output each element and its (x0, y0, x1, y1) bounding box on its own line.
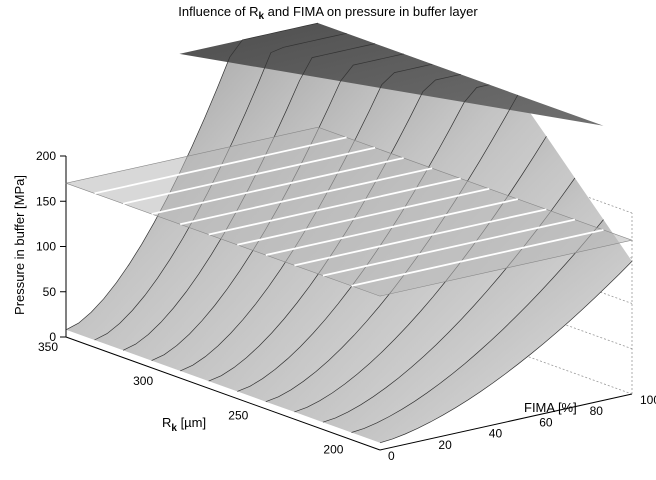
surface-curve (351, 219, 604, 433)
z-tick-label: 150 (36, 194, 56, 208)
plane-line (208, 177, 461, 236)
y-tick-label: 80 (590, 404, 604, 418)
plane-line (322, 218, 576, 277)
plane-surface (64, 126, 634, 297)
z-tick-label: 50 (43, 285, 57, 299)
z-tick-label: 100 (36, 240, 56, 254)
surface-strip (237, 84, 518, 402)
z-tick-label: 200 (36, 149, 56, 163)
plane-line (237, 187, 490, 246)
y-tick-label: 40 (489, 427, 503, 441)
x-axis-label: Rk [µm] (162, 415, 206, 434)
z-axis-label: Pressure in buffer [MPa] (12, 175, 27, 315)
x-tick-label: 300 (133, 374, 153, 388)
y-tick-label: 60 (539, 415, 553, 429)
x-tick-label: 250 (228, 408, 248, 422)
plane-line (294, 208, 547, 267)
plane-line (265, 198, 519, 256)
surface-curve (379, 261, 633, 444)
x-tick-label: 350 (38, 340, 58, 354)
reference-plane (64, 126, 634, 297)
y-tick-label: 100 (640, 393, 656, 407)
surface-cap (179, 23, 604, 126)
x-axis-line (65, 336, 381, 451)
surface-strip (265, 95, 547, 412)
z-tick-label: 0 (49, 330, 56, 344)
y-tick-label: 0 (388, 449, 395, 463)
y-axis-label: FIMA [%] (524, 400, 577, 415)
x-tick-label: 200 (323, 443, 343, 457)
surface-strip (351, 219, 632, 443)
surface-curve (65, 22, 319, 331)
plane-line (179, 167, 433, 226)
y-axis-line (379, 393, 633, 451)
plane-line (122, 146, 376, 205)
y-tick-label: 20 (438, 438, 452, 452)
tick-labels: 0 50 100 150 200 350 300 250 200 0 20 40 60 80 100 (36, 149, 656, 463)
plane-line (351, 228, 604, 287)
chart-title: Influence of Rk and FIMA on pressure in … (178, 4, 478, 22)
plane-line (94, 136, 347, 195)
plane-line (151, 157, 404, 215)
